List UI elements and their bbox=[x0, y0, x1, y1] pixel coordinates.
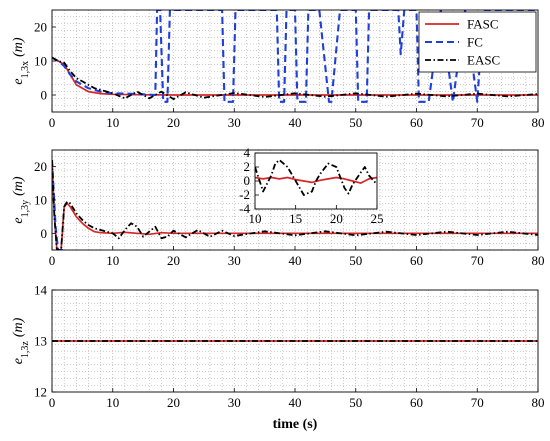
y-tick-label: 2 bbox=[244, 159, 251, 174]
x-tick-label: 40 bbox=[289, 253, 302, 268]
y-tick-label: 14 bbox=[34, 283, 48, 298]
y-tick-label: 0 bbox=[41, 88, 48, 103]
x-tick-label: 70 bbox=[471, 253, 484, 268]
x-tick-label: 10 bbox=[106, 253, 119, 268]
x-tick-label: 30 bbox=[228, 115, 241, 130]
series-line-easc bbox=[52, 56, 538, 100]
x-tick-label: 0 bbox=[49, 115, 56, 130]
x-tick-label: 0 bbox=[49, 253, 56, 268]
y-tick-label: 20 bbox=[34, 20, 47, 35]
x-tick-label: 20 bbox=[330, 211, 343, 226]
x-tick-label: 10 bbox=[106, 395, 119, 410]
x-tick-label: 10 bbox=[106, 115, 119, 130]
x-tick-label: 30 bbox=[228, 253, 241, 268]
y-tick-label: 20 bbox=[34, 159, 47, 174]
y-tick-label: -4 bbox=[239, 201, 250, 216]
y-axis-label: e1,3x(m) bbox=[11, 37, 31, 84]
series-line-easc bbox=[255, 159, 377, 196]
y-tick-label: 10 bbox=[34, 54, 47, 69]
y-axis-label: e1,3y(m) bbox=[11, 176, 31, 223]
legend-label-easc: EASC bbox=[467, 53, 500, 68]
x-tick-label: 80 bbox=[532, 253, 545, 268]
x-tick-label: 70 bbox=[471, 395, 484, 410]
series-group bbox=[52, 10, 538, 103]
series-group bbox=[52, 159, 538, 250]
panel-3: 0 10 20 30 40 50 60 70 80 12 13 14 e1,3z(m) time (s) bbox=[11, 283, 545, 432]
x-tick-label: 20 bbox=[167, 115, 180, 130]
legend-label-fasc: FASC bbox=[467, 17, 499, 32]
x-axis-label: time (s) bbox=[273, 417, 318, 432]
x-tick-label: 60 bbox=[410, 395, 423, 410]
legend-label-fc: FC bbox=[467, 35, 483, 50]
x-tick-label: 15 bbox=[289, 211, 302, 226]
x-tick-label: 50 bbox=[349, 253, 362, 268]
x-tick-label: 50 bbox=[349, 395, 362, 410]
x-tick-label: 40 bbox=[289, 115, 302, 130]
x-tick-label: 60 bbox=[410, 115, 423, 130]
x-tick-label: 20 bbox=[167, 253, 180, 268]
y-tick-label: -2 bbox=[239, 187, 250, 202]
x-tick-label: 30 bbox=[228, 395, 241, 410]
x-tick-label: 60 bbox=[410, 253, 423, 268]
y-tick-label: 10 bbox=[34, 193, 47, 208]
x-tick-label: 0 bbox=[49, 395, 56, 410]
series-line-fasc bbox=[255, 176, 377, 184]
y-tick-label: 4 bbox=[244, 145, 251, 160]
y-tick-label: 0 bbox=[244, 173, 251, 188]
y-tick-label: 12 bbox=[34, 385, 47, 400]
series-group bbox=[255, 159, 377, 196]
y-axis-label: e1,3z(m) bbox=[11, 317, 31, 364]
series-line-fasc bbox=[52, 56, 538, 96]
x-tick-label: 80 bbox=[532, 395, 545, 410]
legend: FASC FC EASC bbox=[418, 11, 537, 73]
x-tick-label: 50 bbox=[349, 115, 362, 130]
x-tick-label: 25 bbox=[371, 211, 384, 226]
x-tick-label: 70 bbox=[471, 115, 484, 130]
x-tick-label: 20 bbox=[167, 395, 180, 410]
series-line-easc bbox=[52, 159, 538, 250]
y-tick-label: 13 bbox=[34, 334, 47, 349]
x-tick-label: 80 bbox=[532, 115, 545, 130]
x-tick-label: 10 bbox=[249, 211, 262, 226]
x-tick-label: 40 bbox=[289, 395, 302, 410]
y-tick-label: 0 bbox=[41, 226, 48, 241]
